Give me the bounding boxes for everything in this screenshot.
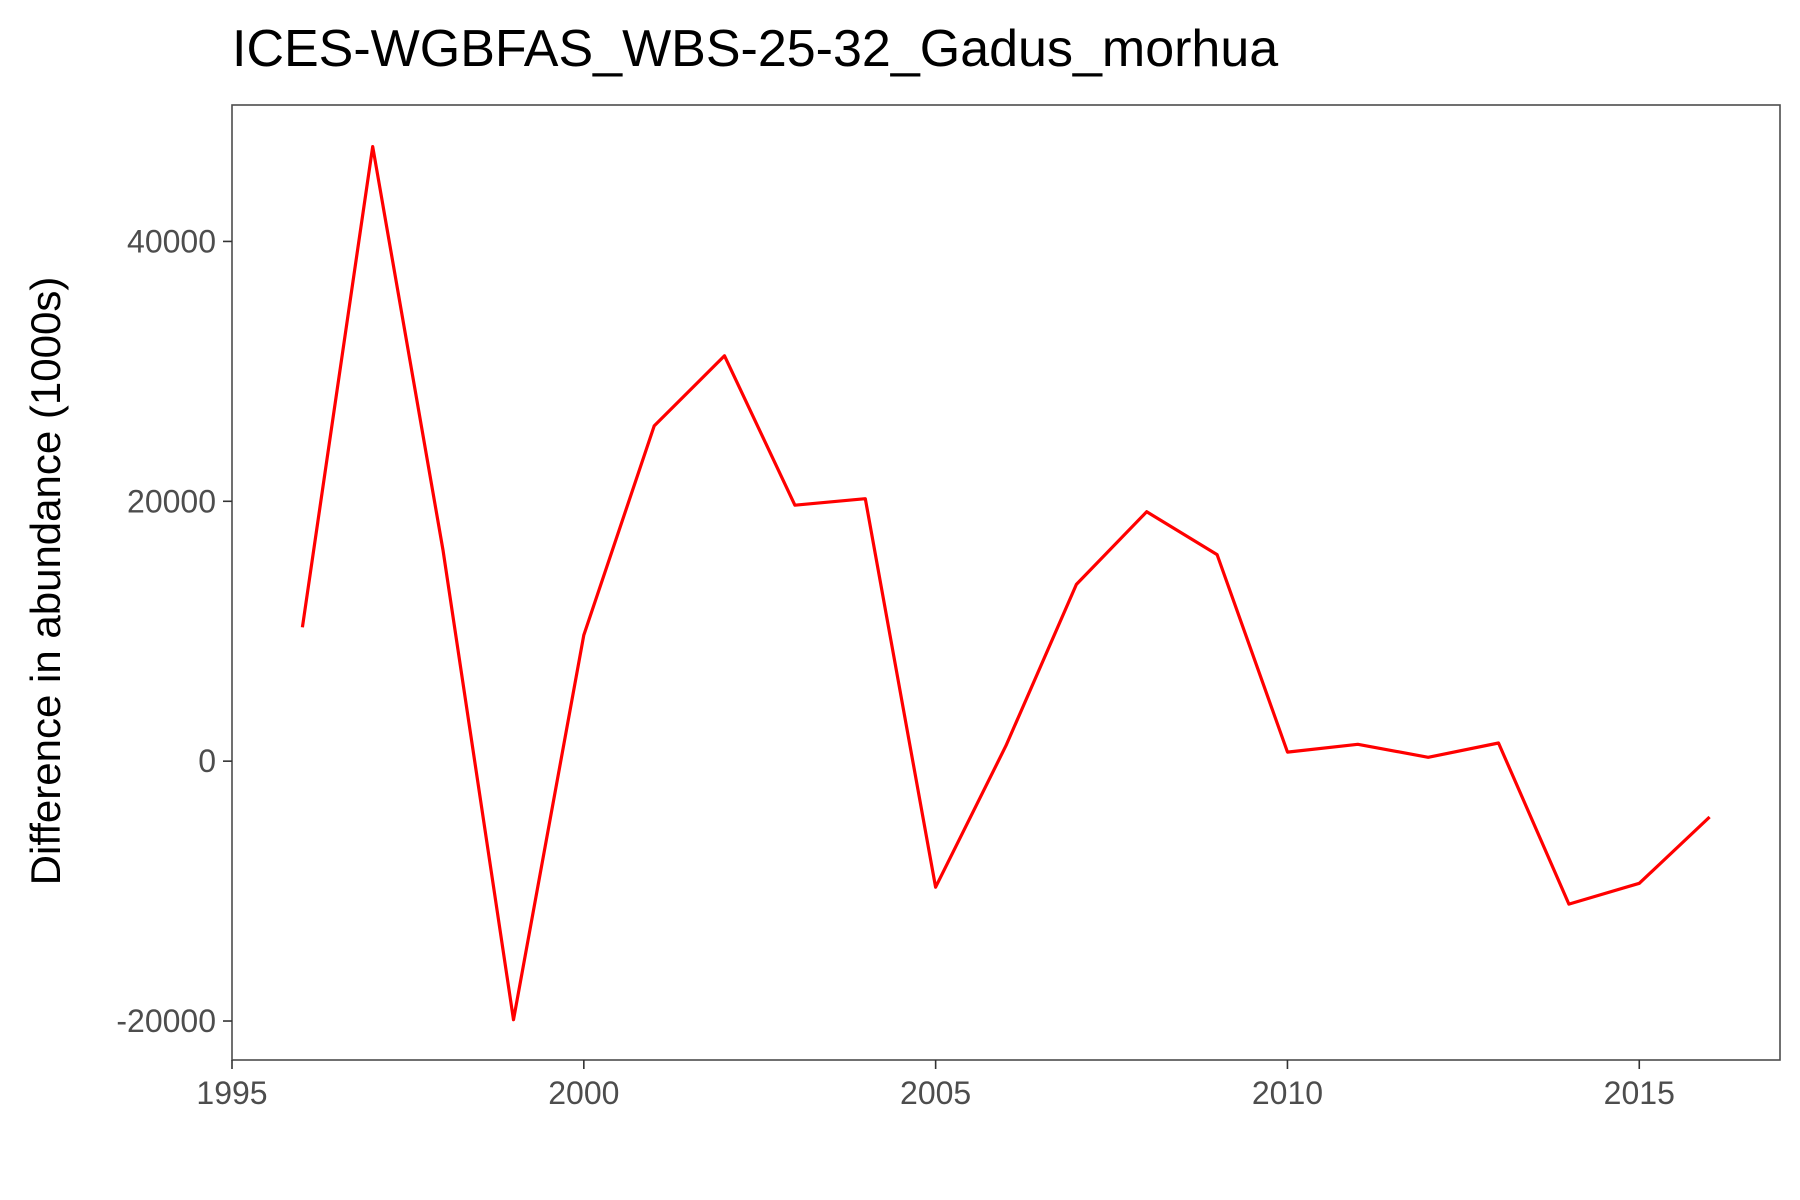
plot-panel <box>231 104 1781 1061</box>
data-point <box>1004 744 1007 747</box>
data-point <box>371 145 374 148</box>
data-point <box>653 424 656 427</box>
y-tick-label: 0 <box>198 743 216 779</box>
data-point <box>1497 741 1500 744</box>
chart-title: ICES-WGBFAS_WBS-25-32_Gadus_morhua <box>232 20 1278 78</box>
y-tick-label: -20000 <box>116 1003 216 1039</box>
data-point <box>1145 510 1148 513</box>
x-axis: 1995 2000 2005 2010 2015 <box>196 1060 1675 1111</box>
data-point <box>301 626 304 629</box>
data-point <box>1708 815 1711 818</box>
y-tick-label: 20000 <box>127 483 216 519</box>
x-tick-label: 2000 <box>548 1075 619 1111</box>
y-axis-label: Difference in abundance (1000s) <box>22 277 69 886</box>
y-axis: -20000 0 20000 40000 <box>116 223 232 1039</box>
data-point <box>441 549 444 552</box>
series-line <box>300 145 1711 1022</box>
data-point <box>1075 583 1078 586</box>
data-point <box>1427 756 1430 759</box>
data-point <box>512 1018 515 1021</box>
data-point <box>1286 750 1289 753</box>
data-point <box>1215 553 1218 556</box>
y-tick-label: 40000 <box>127 223 216 259</box>
data-point <box>723 354 726 357</box>
data-point <box>864 497 867 500</box>
data-point <box>1638 882 1641 885</box>
x-tick-label: 2010 <box>1252 1075 1323 1111</box>
x-tick-label: 1995 <box>196 1075 267 1111</box>
data-point <box>582 634 585 637</box>
x-tick-label: 2005 <box>900 1075 971 1111</box>
series-layer <box>300 145 1711 1022</box>
data-point <box>1567 902 1570 905</box>
data-point <box>934 886 937 889</box>
x-tick-label: 2015 <box>1604 1075 1675 1111</box>
data-point <box>793 504 796 507</box>
data-point <box>1356 743 1359 746</box>
